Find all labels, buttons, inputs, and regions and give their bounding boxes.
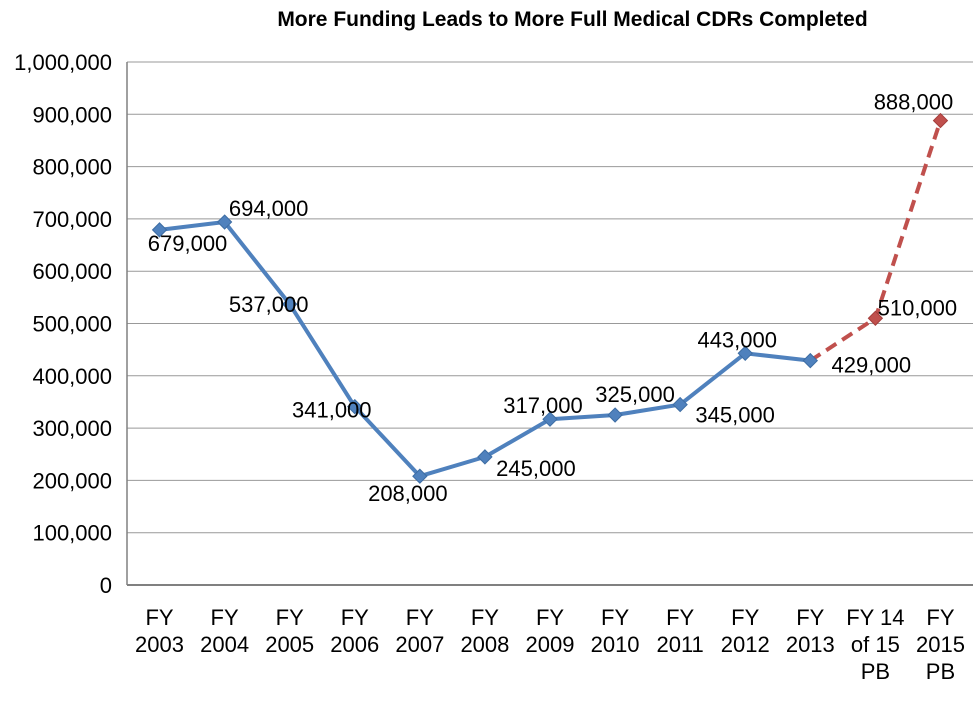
data-label: 679,000 [148, 231, 228, 256]
y-tick-label: 400,000 [32, 364, 112, 389]
x-tick-label: 2009 [526, 632, 575, 657]
x-tick-label: FY [145, 605, 173, 630]
x-tick-label: FY 14 [846, 605, 904, 630]
data-label: 888,000 [874, 90, 954, 115]
x-tick-label: 2012 [721, 632, 770, 657]
x-tick-label: 2007 [395, 632, 444, 657]
x-tick-label: 2006 [330, 632, 379, 657]
x-tick-label: 2005 [265, 632, 314, 657]
data-point-marker [281, 296, 298, 312]
data-point-marker [216, 214, 233, 230]
x-tick-label: 2004 [200, 632, 249, 657]
x-tick-label: of 15 [851, 632, 900, 657]
data-label: 510,000 [878, 295, 958, 320]
data-point-marker [867, 310, 884, 326]
chart-title: More Funding Leads to More Full Medical … [277, 8, 868, 31]
data-label: 429,000 [832, 353, 912, 378]
x-tick-label: 2003 [135, 632, 184, 657]
x-tick-label: FY [406, 605, 434, 630]
x-tick-label: 2011 [656, 632, 703, 657]
y-tick-label: 100,000 [32, 521, 112, 546]
data-point-marker [347, 398, 363, 415]
data-label: 317,000 [503, 393, 583, 418]
data-point-marker [672, 396, 688, 413]
data-label: 694,000 [229, 196, 309, 221]
y-tick-label: 1,000,000 [14, 50, 112, 75]
data-point-marker [802, 352, 819, 369]
y-tick-label: 0 [100, 573, 112, 598]
x-tick-label: FY [536, 605, 564, 630]
x-tick-label: FY [666, 605, 694, 630]
data-point-marker [932, 112, 949, 129]
data-point-marker [737, 345, 753, 362]
data-label: 345,000 [695, 403, 775, 428]
data-point-marker [412, 468, 428, 484]
x-tick-label: FY [731, 605, 759, 630]
y-tick-label: 200,000 [32, 468, 112, 493]
x-tick-label: FY [926, 605, 954, 630]
data-label: 443,000 [697, 327, 777, 352]
y-tick-label: 600,000 [32, 259, 112, 284]
x-tick-label: 2008 [460, 632, 509, 657]
data-label: 245,000 [496, 456, 576, 481]
y-tick-label: 500,000 [32, 312, 112, 337]
y-tick-label: 300,000 [32, 416, 112, 441]
data-point-marker [151, 222, 168, 238]
x-tick-label: FY [211, 605, 239, 630]
y-tick-label: 800,000 [32, 155, 112, 180]
x-tick-label: PB [861, 659, 890, 684]
y-tick-label: 900,000 [32, 102, 112, 127]
x-tick-label: FY [341, 605, 369, 630]
y-tick-label: 700,000 [32, 207, 112, 232]
data-label: 325,000 [595, 382, 675, 407]
x-tick-label: FY [471, 605, 499, 630]
data-label: 537,000 [229, 292, 309, 317]
x-tick-label: FY [796, 605, 824, 630]
data-label: 208,000 [368, 481, 448, 506]
x-tick-label: FY [276, 605, 304, 630]
data-point-marker [477, 449, 493, 465]
x-tick-label: 2015 [916, 632, 965, 657]
data-point-marker [607, 407, 623, 423]
x-tick-label: PB [926, 659, 955, 684]
data-point-marker [542, 411, 558, 427]
x-tick-label: 2010 [591, 632, 640, 657]
x-tick-label: FY [601, 605, 629, 630]
data-label: 341,000 [292, 398, 372, 423]
x-tick-label: 2013 [786, 632, 835, 657]
